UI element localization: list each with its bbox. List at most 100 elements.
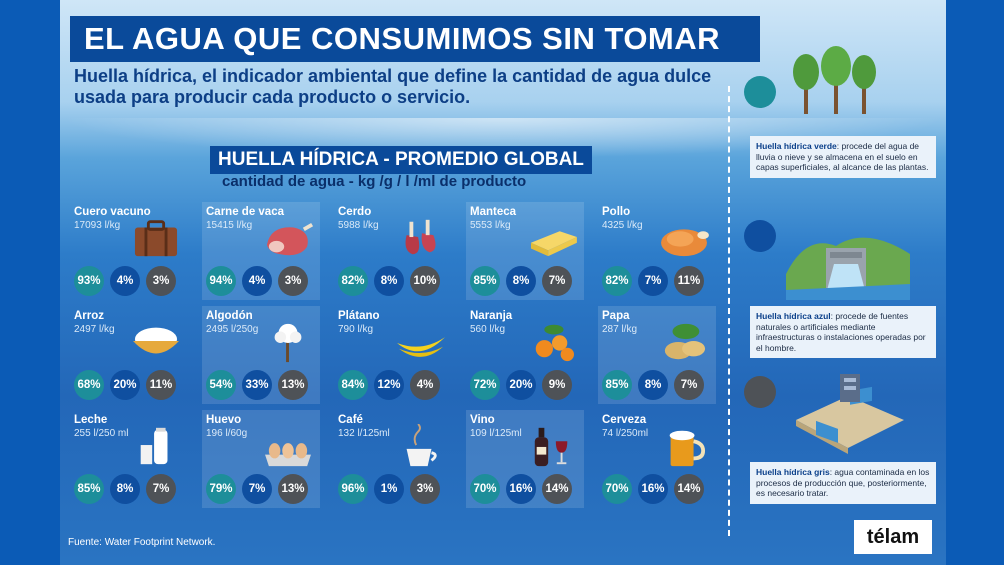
section-subtitle: cantidad de agua - kg /g / l /ml de prod… bbox=[222, 173, 527, 190]
product-water-value: 255 l/250 ml bbox=[74, 428, 129, 439]
product-card: Huevo 196 l/60g 79% 7% 13% bbox=[202, 410, 320, 508]
footprint-breakdown: 54% 33% 13% bbox=[206, 370, 308, 400]
product-card: Arroz 2497 l/kg 68% 20% 11% bbox=[70, 306, 188, 404]
green-footprint-term: Huella hídrica verde bbox=[756, 141, 837, 151]
wine-icon bbox=[534, 427, 568, 467]
suitcase-icon bbox=[134, 220, 178, 257]
product-water-value: 5988 l/kg bbox=[338, 220, 379, 231]
green-footprint-percent: 79% bbox=[206, 474, 236, 504]
footprint-breakdown: 84% 12% 4% bbox=[338, 370, 440, 400]
product-name: Carne de vaca bbox=[206, 206, 284, 218]
product-water-value: 560 l/kg bbox=[470, 324, 506, 335]
green-footprint-panel: Huella hídrica verde: procede del agua d… bbox=[750, 136, 936, 178]
blue-footprint-percent: 12% bbox=[374, 370, 404, 400]
product-name: Huevo bbox=[206, 414, 242, 426]
footprint-breakdown: 68% 20% 11% bbox=[74, 370, 176, 400]
orange-icon bbox=[535, 324, 574, 362]
product-name: Plátano bbox=[338, 310, 380, 322]
product-card: Café 132 l/125ml 96% 1% 3% bbox=[334, 410, 452, 508]
product-name: Vino bbox=[470, 414, 495, 426]
pork-chops-icon bbox=[405, 219, 436, 255]
ham-icon bbox=[266, 222, 314, 256]
product-name: Manteca bbox=[470, 206, 517, 218]
product-name: Algodón bbox=[206, 310, 253, 322]
product-card: Plátano 790 l/kg 84% 12% 4% bbox=[334, 306, 452, 404]
rice-bowl-icon bbox=[133, 327, 179, 354]
roast-chicken-icon bbox=[661, 229, 709, 257]
blue-footprint-percent: 4% bbox=[242, 266, 272, 296]
footprint-breakdown: 70% 16% 14% bbox=[470, 474, 572, 504]
cotton-icon bbox=[274, 323, 302, 363]
green-footprint-percent: 93% bbox=[74, 266, 104, 296]
green-footprint-dot bbox=[744, 76, 776, 108]
product-card: Cerveza 74 l/250ml 70% 16% 14% bbox=[598, 410, 716, 508]
footprint-breakdown: 94% 4% 3% bbox=[206, 266, 308, 296]
blue-footprint-percent: 33% bbox=[242, 370, 272, 400]
green-footprint-percent: 96% bbox=[338, 474, 368, 504]
coffee-icon bbox=[406, 424, 437, 467]
gray-footprint-percent: 7% bbox=[674, 370, 704, 400]
gray-footprint-text: : agua contaminada en los procesos de pr… bbox=[756, 467, 930, 498]
product-card: Naranja 560 l/kg 72% 20% 9% bbox=[466, 306, 584, 404]
footprint-breakdown: 85% 8% 7% bbox=[74, 474, 176, 504]
title-banner: EL AGUA QUE CONSUMIMOS SIN TOMAR bbox=[70, 16, 760, 62]
source-note: Fuente: Water Footprint Network. bbox=[68, 537, 216, 548]
blue-footprint-percent: 20% bbox=[506, 370, 536, 400]
product-water-value: 2497 l/kg bbox=[74, 324, 115, 335]
green-footprint-percent: 94% bbox=[206, 266, 236, 296]
blue-footprint-percent: 8% bbox=[506, 266, 536, 296]
product-card: Manteca 5553 l/kg 85% 8% 7% bbox=[466, 202, 584, 300]
product-water-value: 287 l/kg bbox=[602, 324, 638, 335]
green-footprint-percent: 82% bbox=[338, 266, 368, 296]
dam-icon bbox=[786, 237, 910, 300]
gray-footprint-percent: 9% bbox=[542, 370, 572, 400]
dashed-divider bbox=[728, 86, 730, 536]
telam-logo: télam bbox=[854, 520, 932, 554]
footprint-breakdown: 82% 7% 11% bbox=[602, 266, 704, 296]
footprint-breakdown: 72% 20% 9% bbox=[470, 370, 572, 400]
blue-footprint-percent: 4% bbox=[110, 266, 140, 296]
green-footprint-percent: 85% bbox=[74, 474, 104, 504]
green-footprint-percent: 72% bbox=[470, 370, 500, 400]
product-water-value: 4325 l/kg bbox=[602, 220, 643, 231]
blue-footprint-percent: 8% bbox=[638, 370, 668, 400]
blue-footprint-term: Huella hídrica azul bbox=[756, 311, 831, 321]
potato-icon bbox=[664, 323, 706, 360]
footprint-breakdown: 70% 16% 14% bbox=[602, 474, 704, 504]
product-water-value: 196 l/60g bbox=[206, 428, 248, 439]
gray-footprint-term: Huella hídrica gris bbox=[756, 467, 830, 477]
product-name: Arroz bbox=[74, 310, 105, 322]
blue-footprint-percent: 7% bbox=[242, 474, 272, 504]
products-grid: Cuero vacuno 17093 l/kg 93% 4% 3% Carne de va… bbox=[70, 202, 720, 514]
footprint-breakdown: 85% 8% 7% bbox=[602, 370, 704, 400]
section-title: HUELLA HÍDRICA - PROMEDIO GLOBAL bbox=[210, 146, 592, 174]
gray-footprint-percent: 3% bbox=[278, 266, 308, 296]
page-subtitle: Huella hídrica, el indicador ambiental q… bbox=[74, 66, 712, 107]
blue-footprint-percent: 8% bbox=[110, 474, 140, 504]
product-water-value: 5553 l/kg bbox=[470, 220, 511, 231]
product-name: Cerveza bbox=[602, 414, 647, 426]
green-footprint-percent: 70% bbox=[470, 474, 500, 504]
blue-footprint-percent: 16% bbox=[638, 474, 668, 504]
footprint-breakdown: 82% 8% 10% bbox=[338, 266, 440, 296]
gray-footprint-percent: 14% bbox=[542, 474, 572, 504]
blue-footprint-text: : procede de fuentes naturales o artific… bbox=[756, 311, 926, 353]
footprint-breakdown: 96% 1% 3% bbox=[338, 474, 440, 504]
eggs-icon bbox=[265, 443, 311, 467]
product-name: Pollo bbox=[602, 206, 631, 218]
butter-icon bbox=[530, 231, 577, 257]
beer-icon bbox=[669, 430, 706, 467]
product-card: Carne de vaca 15415 l/kg 94% 4% 3% bbox=[202, 202, 320, 300]
green-footprint-text: : procede del agua de lluvia o nieve y s… bbox=[756, 141, 929, 172]
product-card: Vino 109 l/125ml 70% 16% 14% bbox=[466, 410, 584, 508]
product-water-value: 2495 l/250g bbox=[206, 324, 259, 335]
gray-footprint-percent: 7% bbox=[146, 474, 176, 504]
product-water-value: 15415 l/kg bbox=[206, 220, 253, 231]
green-footprint-percent: 82% bbox=[602, 266, 632, 296]
product-name: Naranja bbox=[470, 310, 513, 322]
blue-footprint-percent: 16% bbox=[506, 474, 536, 504]
blue-footprint-panel: Huella hídrica azul: procede de fuentes … bbox=[750, 306, 936, 358]
blue-footprint-percent: 7% bbox=[638, 266, 668, 296]
gray-footprint-percent: 4% bbox=[410, 370, 440, 400]
treatment-plant-icon bbox=[796, 374, 904, 454]
